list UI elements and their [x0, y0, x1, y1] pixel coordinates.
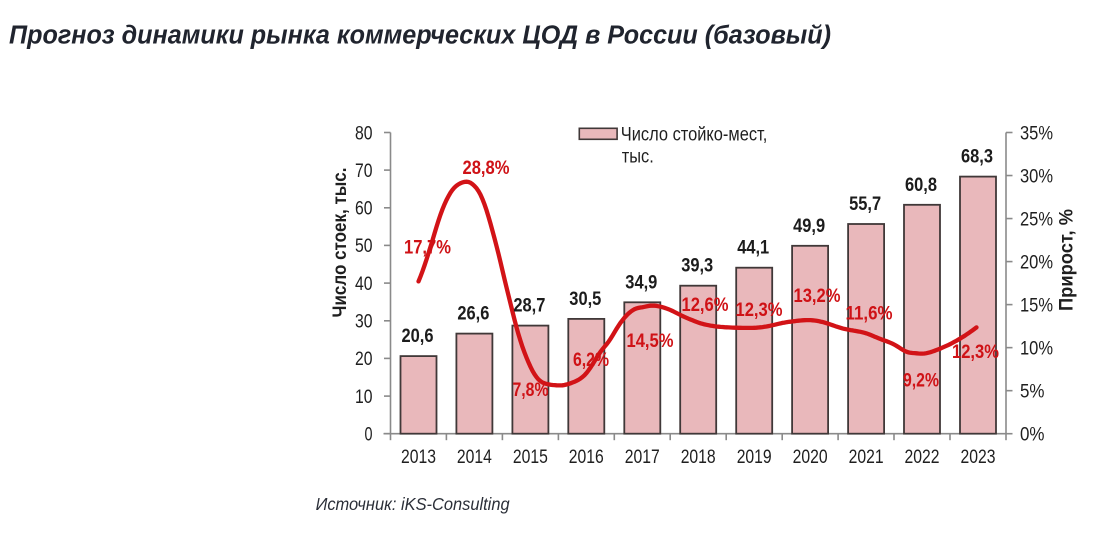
svg-text:12,3%: 12,3%	[952, 342, 999, 363]
svg-text:2015: 2015	[513, 447, 548, 468]
svg-text:11,6%: 11,6%	[846, 304, 893, 325]
svg-text:12,6%: 12,6%	[682, 295, 729, 316]
svg-text:2021: 2021	[849, 447, 884, 468]
svg-text:2023: 2023	[961, 447, 996, 468]
svg-text:50: 50	[355, 236, 373, 257]
svg-text:10%: 10%	[1020, 338, 1053, 359]
svg-text:35%: 35%	[1020, 123, 1053, 144]
svg-text:30%: 30%	[1020, 166, 1053, 187]
svg-text:2017: 2017	[625, 447, 660, 468]
svg-text:20: 20	[355, 349, 373, 370]
svg-text:70: 70	[355, 161, 373, 182]
svg-text:Число стоек, тыс.: Число стоек, тыс.	[330, 168, 351, 318]
svg-text:2018: 2018	[681, 447, 716, 468]
svg-text:17,7%: 17,7%	[404, 238, 451, 259]
svg-text:80: 80	[355, 123, 373, 144]
svg-text:20,6: 20,6	[402, 326, 434, 347]
svg-text:Число стойко-мест,: Число стойко-мест,	[621, 125, 768, 146]
svg-text:9,2%: 9,2%	[903, 371, 939, 392]
svg-text:0: 0	[365, 425, 373, 446]
svg-text:Источник: iKS-Consulting: Источник: iKS-Consulting	[316, 494, 510, 514]
svg-text:20%: 20%	[1020, 252, 1053, 273]
svg-text:28,8%: 28,8%	[463, 158, 510, 179]
svg-text:2019: 2019	[737, 447, 772, 468]
svg-text:Прирост, %: Прирост, %	[1057, 209, 1078, 311]
svg-text:10: 10	[355, 387, 373, 408]
svg-text:2016: 2016	[569, 447, 604, 468]
svg-text:30: 30	[355, 312, 373, 333]
svg-text:2022: 2022	[905, 447, 940, 468]
svg-text:55,7: 55,7	[849, 194, 881, 215]
svg-text:26,6: 26,6	[457, 304, 489, 325]
svg-text:25%: 25%	[1020, 209, 1053, 230]
svg-text:2013: 2013	[401, 447, 436, 468]
svg-text:13,2%: 13,2%	[794, 286, 841, 307]
svg-text:2014: 2014	[457, 447, 492, 468]
svg-text:49,9: 49,9	[793, 216, 825, 237]
svg-text:2020: 2020	[793, 447, 828, 468]
svg-text:14,5%: 14,5%	[627, 331, 674, 352]
svg-text:5%: 5%	[1020, 381, 1045, 402]
svg-text:30,5: 30,5	[569, 289, 601, 310]
svg-text:44,1: 44,1	[737, 238, 769, 259]
svg-text:39,3: 39,3	[681, 256, 713, 277]
svg-text:15%: 15%	[1020, 295, 1053, 316]
svg-text:60: 60	[355, 199, 373, 220]
svg-text:6,2%: 6,2%	[573, 350, 609, 371]
svg-text:68,3: 68,3	[961, 147, 993, 168]
svg-text:40: 40	[355, 274, 373, 295]
svg-text:0%: 0%	[1020, 425, 1045, 446]
svg-text:28,7: 28,7	[513, 296, 545, 317]
svg-text:34,9: 34,9	[625, 272, 657, 293]
svg-text:Прогноз динамики рынка коммерч: Прогноз динамики рынка коммерческих ЦОД …	[9, 22, 831, 50]
svg-text:60,8: 60,8	[905, 175, 937, 196]
svg-text:12,3%: 12,3%	[736, 300, 783, 321]
svg-text:тыс.: тыс.	[622, 147, 654, 168]
svg-text:7,8%: 7,8%	[513, 380, 549, 401]
